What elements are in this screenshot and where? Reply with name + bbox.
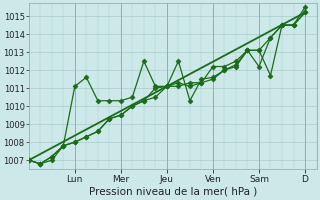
X-axis label: Pression niveau de la mer( hPa ): Pression niveau de la mer( hPa ) — [89, 187, 257, 197]
